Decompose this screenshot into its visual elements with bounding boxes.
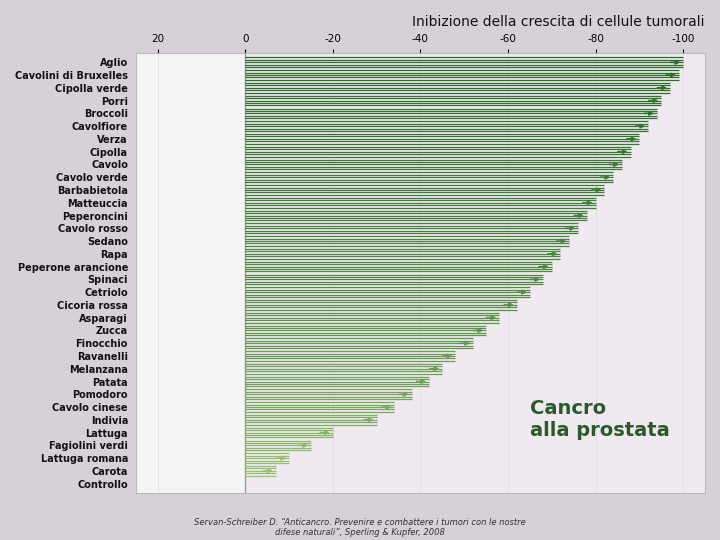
Text: Cancro
alla prostata: Cancro alla prostata (530, 399, 670, 440)
Text: Inibizione della crescita di cellule tumorali: Inibizione della crescita di cellule tum… (413, 15, 705, 29)
Text: Servan-Schreiber D. “Anticancro. Prevenire e combattere i tumori con le nostre
d: Servan-Schreiber D. “Anticancro. Preveni… (194, 518, 526, 537)
Bar (135, 53, 245, 492)
